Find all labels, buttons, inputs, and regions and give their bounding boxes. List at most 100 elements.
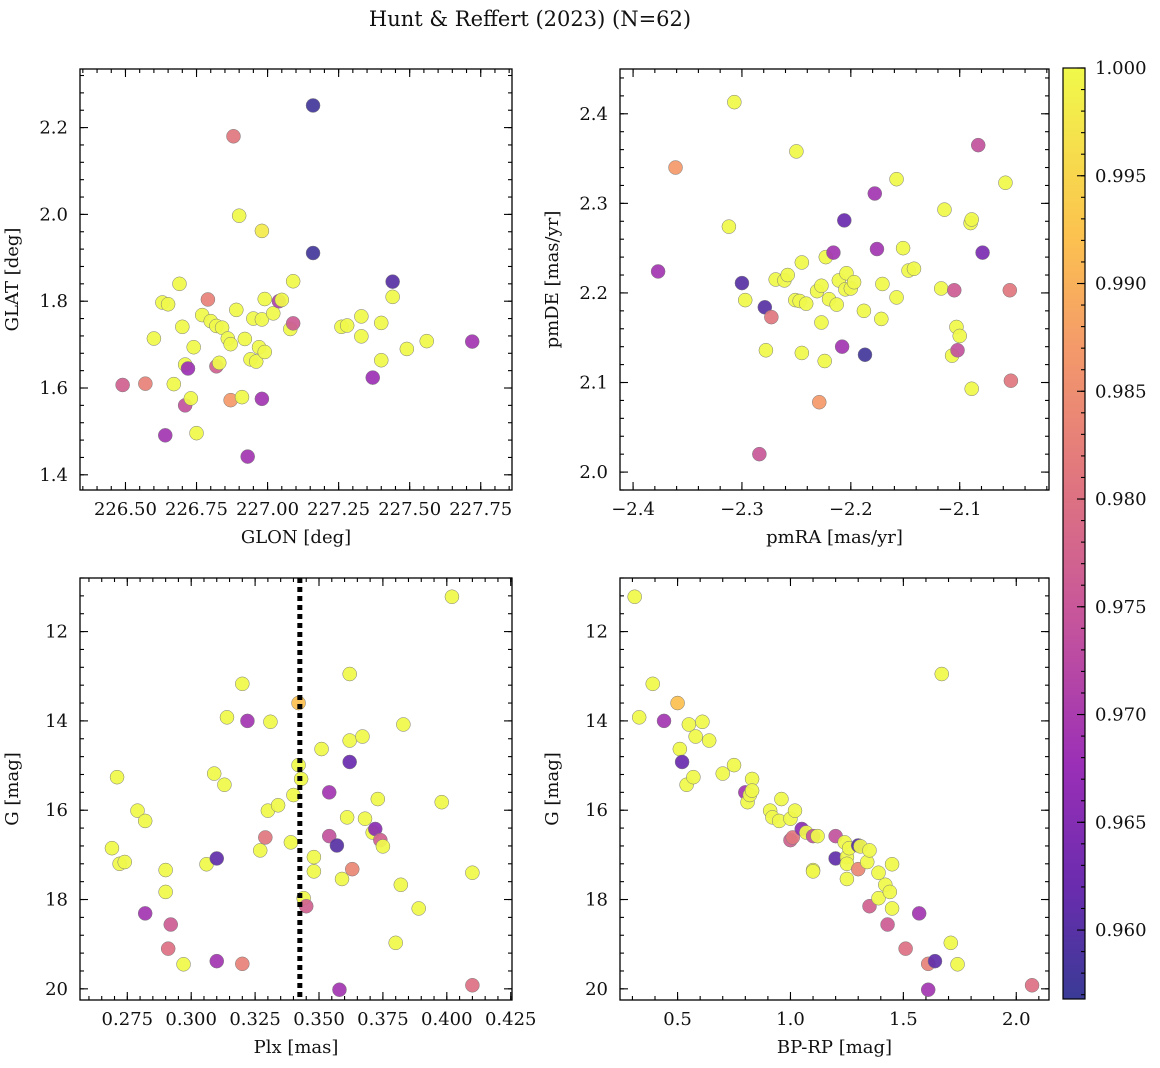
data-point (305, 98, 321, 113)
x-tick-label: 0.5 (663, 1009, 692, 1030)
data-point (130, 803, 145, 818)
x-tick-label: 227.25 (307, 499, 370, 520)
x-tick-label: 0.350 (293, 1009, 345, 1030)
data-point (856, 303, 872, 319)
y-tick-label: 2.2 (579, 283, 608, 304)
data-point (235, 676, 250, 692)
data-point (826, 245, 841, 260)
data-point (758, 343, 774, 358)
data-point (952, 328, 967, 344)
data-point (166, 376, 182, 392)
data-point (656, 713, 672, 729)
data-point (871, 890, 886, 906)
axes-frame (619, 577, 1050, 1001)
data-point (355, 729, 370, 744)
data-point (829, 297, 844, 312)
colorbar-gradient (1062, 67, 1086, 1000)
data-point (780, 267, 795, 283)
data-point (737, 292, 753, 308)
data-point (419, 333, 434, 349)
y-tick-label: 2.2 (39, 118, 68, 139)
data-point (834, 339, 850, 354)
data-point (874, 311, 889, 327)
y-axis-label: G [mag] (542, 752, 563, 825)
data-point (937, 202, 952, 217)
data-point (970, 137, 986, 153)
x-axis-label: Plx [mas] (254, 1037, 339, 1058)
data-point (219, 710, 235, 725)
x-tick-label: 226.75 (165, 499, 228, 520)
data-point (846, 274, 862, 290)
data-point (266, 306, 281, 321)
data-point (789, 144, 804, 159)
data-point (857, 347, 873, 362)
data-point (882, 884, 898, 900)
data-point (235, 956, 250, 972)
data-point (715, 766, 730, 781)
data-point (334, 871, 350, 887)
y-tick-label: 18 (585, 890, 608, 911)
y-tick-label: 2.3 (579, 193, 608, 214)
y-tick-label: 2.0 (39, 204, 68, 225)
data-point (645, 676, 660, 692)
y-tick-label: 1.8 (39, 291, 68, 312)
colorbar-tick-label: 1.000 (1095, 58, 1147, 79)
y-tick-label: 20 (585, 979, 608, 1000)
data-point (388, 935, 403, 951)
data-point (727, 94, 742, 110)
data-point (814, 278, 829, 294)
axes-frame (79, 577, 513, 1001)
scatter-panel-4: 0.5 1.0 1.5 2.0 12 14 16 18 20 BP-RP [mag] G [mag] (542, 577, 1050, 1058)
data-point (627, 589, 642, 605)
data-point (764, 309, 779, 325)
data-point (339, 318, 355, 333)
colorbar: 1.000 0.995 0.990 0.985 0.980 0.975 0.970 0.965… (1062, 58, 1147, 1000)
data-point (254, 223, 270, 239)
data-point (884, 856, 900, 872)
y-tick-label: 14 (585, 711, 608, 732)
data-point (209, 953, 225, 969)
data-point (674, 754, 690, 770)
colorbar-tick-label: 0.975 (1095, 597, 1147, 618)
data-point (231, 208, 247, 223)
x-tick-label: −2.1 (938, 499, 982, 520)
y-axis-label: pmDE [mas/yr] (542, 211, 563, 349)
data-point (137, 813, 153, 829)
data-point (794, 255, 810, 270)
data-point (158, 862, 173, 878)
data-point (950, 957, 965, 972)
data-point (650, 264, 666, 279)
data-point (257, 291, 272, 307)
data-point (1003, 373, 1019, 388)
data-point (240, 449, 255, 464)
colorbar-tick-label: 0.980 (1095, 489, 1147, 510)
data-point (817, 353, 832, 369)
data-point (342, 754, 357, 770)
y-tick-label: 16 (45, 800, 68, 821)
data-point (681, 717, 697, 732)
data-point (342, 733, 357, 748)
data-point (862, 843, 877, 858)
data-point (137, 906, 153, 921)
data-point (871, 865, 886, 880)
y-tick-label: 1.6 (39, 378, 68, 399)
data-point (744, 783, 760, 798)
data-point (258, 830, 273, 845)
data-point (200, 292, 216, 307)
data-point (721, 219, 737, 234)
data-point (160, 941, 176, 956)
data-point (146, 331, 162, 346)
data-point (964, 212, 979, 227)
y-tick-label: 1.4 (39, 465, 68, 486)
y-tick-label: 18 (45, 890, 68, 911)
y-tick-label: 2.4 (579, 104, 608, 125)
data-point (889, 171, 904, 187)
data-point (812, 394, 827, 410)
data-point (365, 370, 380, 385)
data-point (354, 329, 369, 344)
x-tick-label: 227.00 (236, 499, 299, 520)
data-point (1002, 282, 1018, 298)
data-point (964, 381, 979, 397)
data-point (701, 733, 717, 748)
